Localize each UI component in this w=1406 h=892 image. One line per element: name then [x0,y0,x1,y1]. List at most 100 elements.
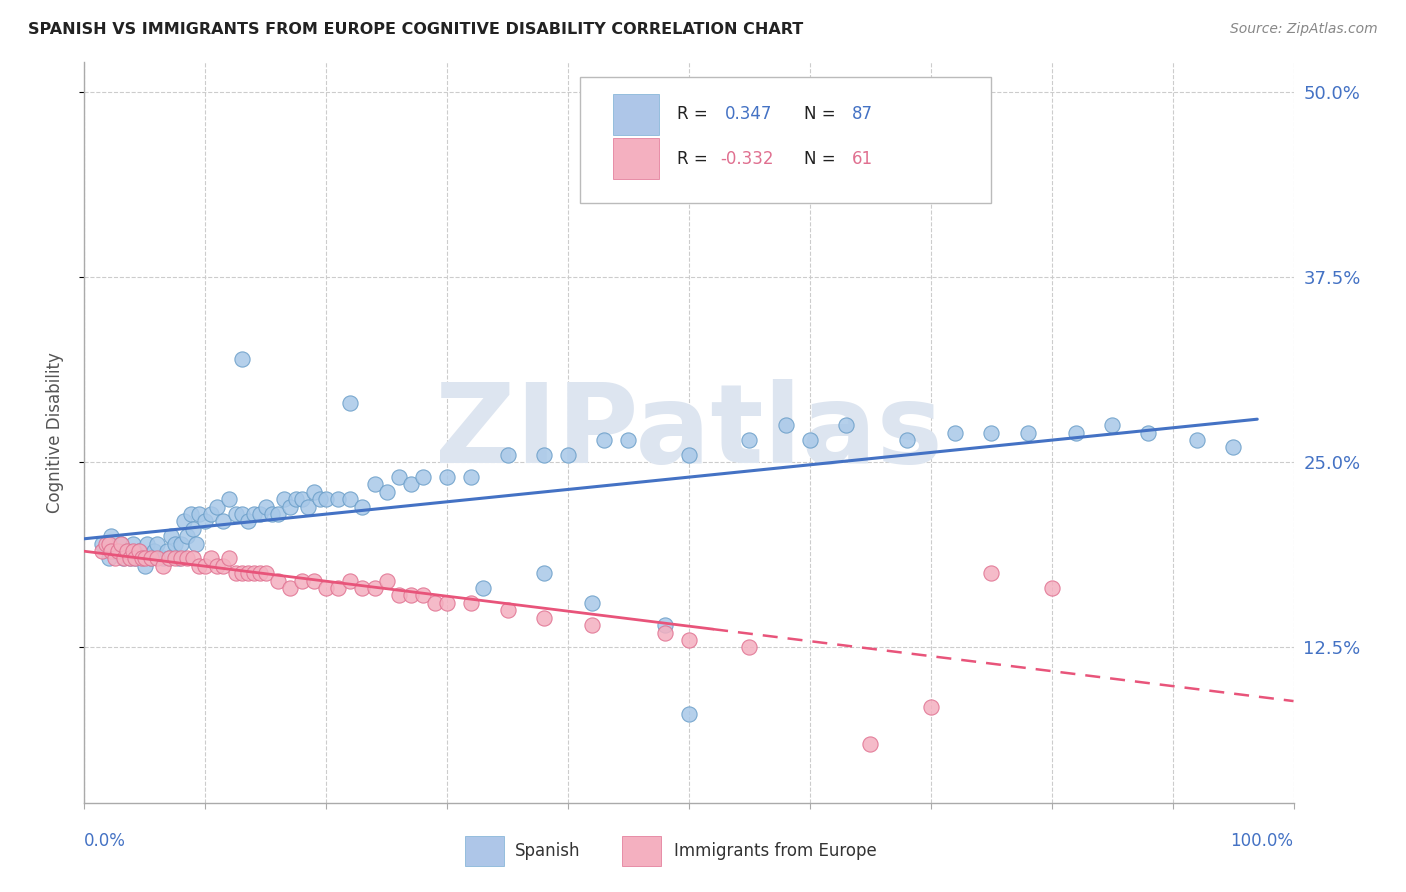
Point [146,551,169,566]
Point [124,551,146,566]
Point [581,596,603,610]
Point [943,425,966,440]
Point [97,551,120,566]
Point [284,492,308,507]
Point [920,699,942,714]
Point [180,507,202,521]
Point [278,500,301,514]
Point [339,574,361,588]
Point [181,522,204,536]
Point [302,574,325,588]
Text: R =: R = [676,150,713,168]
Point [207,558,229,573]
Point [254,566,277,581]
Point [496,448,519,462]
Point [328,581,350,595]
Point [120,551,142,566]
Text: N =: N = [804,150,841,168]
Point [309,492,332,507]
Point [242,566,264,581]
Point [533,566,555,581]
Point [617,433,640,447]
Point [1222,441,1244,455]
Point [654,625,676,640]
Point [176,551,198,566]
Point [412,589,434,603]
Point [131,551,153,566]
Point [678,706,700,721]
Point [131,551,153,566]
Y-axis label: Cognitive Disability: Cognitive Disability [45,352,63,513]
Point [799,433,821,447]
Point [460,596,482,610]
Point [254,500,277,514]
Point [460,470,482,484]
Point [1137,425,1160,440]
Point [194,515,217,529]
Point [328,492,350,507]
FancyBboxPatch shape [581,78,991,203]
Point [738,433,761,447]
Point [581,618,603,632]
Text: 61: 61 [852,150,873,168]
FancyBboxPatch shape [623,836,661,866]
Point [980,425,1002,440]
Point [167,551,190,566]
Point [121,536,143,550]
Point [593,433,616,447]
Text: -0.332: -0.332 [720,150,773,168]
Point [315,492,337,507]
Point [273,492,295,507]
Point [91,544,114,558]
Point [315,581,337,595]
FancyBboxPatch shape [465,836,503,866]
Point [97,536,120,550]
Point [146,536,169,550]
Point [1064,425,1087,440]
Text: 0.0%: 0.0% [84,832,127,850]
Text: R =: R = [676,105,713,123]
Point [738,640,761,655]
Point [249,507,271,521]
Point [242,507,264,521]
Point [188,558,211,573]
Point [496,603,519,617]
Point [249,566,271,581]
Point [157,551,180,566]
Point [120,551,142,566]
Point [200,551,222,566]
Point [775,418,797,433]
Point [302,484,325,499]
Point [1185,433,1208,447]
Text: N =: N = [804,105,841,123]
Point [267,574,290,588]
Point [194,558,217,573]
Point [115,544,138,558]
Point [436,596,458,610]
Point [136,536,159,550]
Point [207,500,229,514]
Text: Source: ZipAtlas.com: Source: ZipAtlas.com [1230,22,1378,37]
Point [339,396,361,410]
FancyBboxPatch shape [613,138,659,179]
Point [134,551,156,566]
Point [267,507,290,521]
Point [155,544,177,558]
Point [173,515,195,529]
Point [654,618,676,632]
Point [100,529,122,543]
Point [212,515,235,529]
Point [278,581,301,595]
Point [181,551,204,566]
Point [188,507,211,521]
Point [170,551,193,566]
Point [231,566,253,581]
Point [375,574,398,588]
Point [128,544,150,558]
Text: ZIPatlas: ZIPatlas [434,379,943,486]
Point [231,507,253,521]
Point [835,418,858,433]
Point [200,507,222,521]
Point [165,536,187,550]
Point [104,551,127,566]
